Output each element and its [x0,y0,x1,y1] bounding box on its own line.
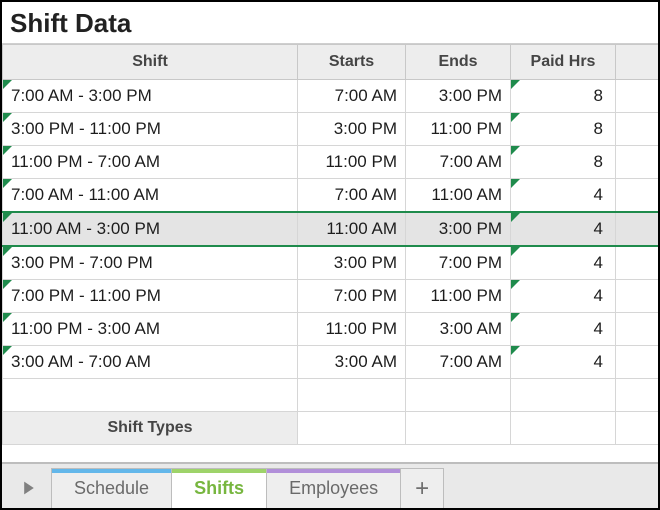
cell-ends[interactable]: 7:00 PM [406,246,511,280]
tab-label: Schedule [74,478,149,499]
cell-starts[interactable]: 11:00 PM [298,146,406,179]
table-row[interactable]: 11:00 PM - 7:00 AM11:00 PM7:00 AM8 [3,146,659,179]
add-sheet-button[interactable]: + [400,468,444,508]
cell-empty[interactable] [616,346,659,379]
table-row[interactable]: 7:00 AM - 3:00 PM7:00 AM3:00 PM8 [3,80,659,113]
tab-label: Shifts [194,478,244,499]
col-starts[interactable]: Starts [298,45,406,80]
cell-empty[interactable] [616,280,659,313]
cell-shift[interactable]: 7:00 AM - 11:00 AM [3,179,298,213]
col-shift[interactable]: Shift [3,45,298,80]
cell-paid-hrs[interactable]: 4 [511,280,616,313]
cell-paid-hrs[interactable]: 4 [511,346,616,379]
cell-shift[interactable]: 11:00 PM - 7:00 AM [3,146,298,179]
cell-shift[interactable]: 11:00 AM - 3:00 PM [3,212,298,246]
sheet-nav-button[interactable] [6,468,52,508]
cell-starts[interactable]: 7:00 AM [298,80,406,113]
sheet-tab-schedule[interactable]: Schedule [51,468,172,508]
cell-ends[interactable]: 3:00 PM [406,80,511,113]
cell-ends[interactable]: 11:00 PM [406,113,511,146]
sub-header-cell[interactable]: Shift Types [3,412,298,445]
col-ends[interactable]: Ends [406,45,511,80]
cell-ends[interactable]: 11:00 AM [406,179,511,213]
table-row[interactable]: 3:00 AM - 7:00 AM3:00 AM7:00 AM4 [3,346,659,379]
tab-color-stripe [267,469,400,473]
cell-paid-hrs[interactable]: 4 [511,179,616,213]
cell-shift[interactable]: 3:00 PM - 7:00 PM [3,246,298,280]
cell-ends[interactable]: 3:00 AM [406,313,511,346]
cell-empty[interactable] [616,179,659,213]
shift-table: Shift Starts Ends Paid Hrs 7:00 AM - 3:0… [2,44,658,445]
cell-paid-hrs[interactable]: 8 [511,113,616,146]
cell-ends[interactable]: 11:00 PM [406,280,511,313]
cell-empty[interactable] [616,313,659,346]
cell-starts[interactable]: 11:00 AM [298,212,406,246]
page-title: Shift Data [2,2,658,44]
cell-empty[interactable] [616,146,659,179]
cell-paid-hrs[interactable]: 8 [511,80,616,113]
cell-empty[interactable] [616,212,659,246]
sub-header-row: Shift Types [3,412,659,445]
cell-paid-hrs[interactable]: 8 [511,146,616,179]
cell-empty[interactable] [616,113,659,146]
tab-color-stripe [172,469,266,473]
cell-paid-hrs[interactable]: 4 [511,212,616,246]
tab-label: Employees [289,478,378,499]
tab-color-stripe [52,469,171,473]
cell-shift[interactable]: 7:00 AM - 3:00 PM [3,80,298,113]
table-row[interactable]: 3:00 PM - 11:00 PM3:00 PM11:00 PM8 [3,113,659,146]
cell-ends[interactable]: 7:00 AM [406,346,511,379]
table-row[interactable]: 7:00 AM - 11:00 AM7:00 AM11:00 AM4 [3,179,659,213]
cell-paid-hrs[interactable]: 4 [511,313,616,346]
worksheet-area: Shift Data Shift Starts Ends Paid Hrs 7:… [2,2,658,452]
sheet-tab-bar: Schedule Shifts Employees + [2,462,658,508]
cell-starts[interactable]: 7:00 AM [298,179,406,213]
table-header-row: Shift Starts Ends Paid Hrs [3,45,659,80]
table-row-empty [3,379,659,412]
cell-paid-hrs[interactable]: 4 [511,246,616,280]
table-row[interactable]: 11:00 AM - 3:00 PM11:00 AM3:00 PM4 [3,212,659,246]
sheet-tab-shifts[interactable]: Shifts [171,468,267,508]
cell-shift[interactable]: 11:00 PM - 3:00 AM [3,313,298,346]
cell-shift[interactable]: 3:00 AM - 7:00 AM [3,346,298,379]
table-row[interactable]: 11:00 PM - 3:00 AM11:00 PM3:00 AM4 [3,313,659,346]
cell-empty[interactable] [616,80,659,113]
cell-starts[interactable]: 3:00 AM [298,346,406,379]
cell-empty[interactable] [616,246,659,280]
cell-ends[interactable]: 7:00 AM [406,146,511,179]
cell-shift[interactable]: 7:00 PM - 11:00 PM [3,280,298,313]
cell-starts[interactable]: 3:00 PM [298,113,406,146]
play-icon [21,480,37,496]
cell-starts[interactable]: 3:00 PM [298,246,406,280]
table-row[interactable]: 7:00 PM - 11:00 PM7:00 PM11:00 PM4 [3,280,659,313]
cell-starts[interactable]: 7:00 PM [298,280,406,313]
cell-shift[interactable]: 3:00 PM - 11:00 PM [3,113,298,146]
sheet-tab-employees[interactable]: Employees [266,468,401,508]
col-paidhrs[interactable]: Paid Hrs [511,45,616,80]
table-row[interactable]: 3:00 PM - 7:00 PM3:00 PM7:00 PM4 [3,246,659,280]
cell-ends[interactable]: 3:00 PM [406,212,511,246]
col-empty [616,45,659,80]
cell-starts[interactable]: 11:00 PM [298,313,406,346]
